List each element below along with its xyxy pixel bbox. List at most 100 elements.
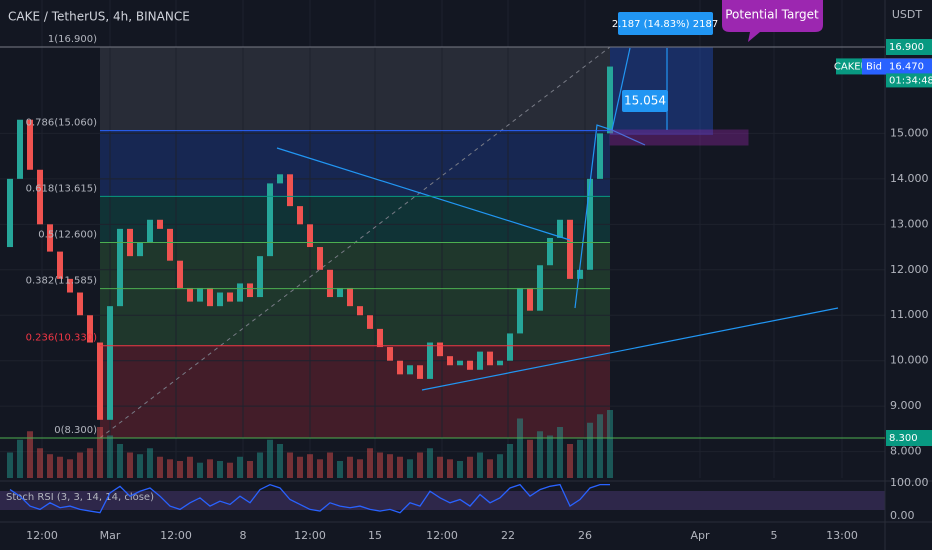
y-tick-label: 12.000 [890, 263, 929, 276]
volume-bar [437, 456, 443, 478]
candle [157, 219, 163, 229]
candle [497, 360, 503, 366]
volume-bar [267, 439, 273, 478]
volume-bar [507, 444, 513, 478]
price-badge [886, 430, 932, 446]
y-tick-label: 8.000 [890, 445, 922, 458]
candle [37, 169, 43, 225]
entry-label-bg [622, 90, 668, 112]
volume-bar [337, 461, 343, 478]
volume-bar [67, 459, 73, 478]
volume-bar [427, 448, 433, 478]
candle [197, 287, 203, 302]
volume-bar [97, 427, 103, 478]
badge-name: CAKEUSDT [834, 61, 889, 72]
candle [597, 133, 603, 179]
x-tick-label: 22 [501, 529, 515, 542]
volume-bar [347, 456, 353, 478]
candle [377, 328, 383, 348]
candle [287, 174, 293, 207]
fib-band [100, 47, 610, 131]
volume-bar [397, 456, 403, 478]
x-tick-label: 26 [578, 529, 592, 542]
candle [517, 287, 523, 334]
candle [257, 256, 263, 298]
volume-bar [447, 459, 453, 478]
volume-bar [417, 452, 423, 478]
volume-bar [27, 431, 33, 478]
candle [417, 365, 423, 379]
candle [87, 315, 93, 343]
volume-bar [567, 444, 573, 478]
volume-bar [57, 456, 63, 478]
fib-label: 0.5(12.600) [38, 230, 97, 241]
candle [57, 251, 63, 279]
candle [147, 219, 153, 243]
rsi-tick-label: 100.00 [890, 476, 929, 489]
price-badge-label: 16.470 [889, 62, 924, 73]
target-bubble [722, 0, 823, 42]
candle [177, 260, 183, 288]
rsi-band [0, 491, 885, 510]
x-tick-label: 13:00 [826, 529, 858, 542]
x-tick-label: 8 [240, 529, 247, 542]
volume-bar [257, 452, 263, 478]
volume-bar [407, 459, 413, 478]
fib-label: 0.382(11.585) [26, 276, 98, 287]
candle [457, 360, 463, 366]
volume-bar [37, 448, 43, 478]
volume-bar [17, 439, 23, 478]
position-label-bg [618, 12, 713, 35]
y-tick-label: 11.000 [890, 308, 929, 321]
volume-bar [327, 452, 333, 478]
candle [237, 283, 243, 302]
volume-bar [247, 461, 253, 478]
candles [7, 66, 613, 420]
currency: USDT [892, 8, 923, 21]
y-tick-label: 13.000 [890, 217, 929, 230]
volume-bar [317, 459, 323, 478]
candle [527, 287, 533, 311]
candle [17, 119, 23, 179]
candle [547, 237, 553, 266]
price-badge [886, 39, 932, 55]
candle [107, 306, 113, 420]
volume-bar [137, 454, 143, 478]
volume-bar [217, 461, 223, 478]
candle [187, 287, 193, 302]
candle [327, 269, 333, 298]
candle [117, 228, 123, 307]
candle [607, 66, 613, 134]
price-badge-label: 16.900 [889, 42, 924, 53]
volume-bar [387, 454, 393, 478]
volume-bar [577, 439, 583, 478]
x-tick-label: 5 [771, 529, 778, 542]
fib-label: 0.236(10.330) [26, 333, 98, 344]
candle [307, 224, 313, 248]
candle [97, 342, 103, 420]
fib-band [100, 288, 610, 346]
candle [227, 292, 233, 302]
volume-bar [277, 444, 283, 478]
fib-bands [0, 0, 885, 478]
volume-bar [167, 459, 173, 478]
candle [277, 174, 283, 184]
x-tick-label: Mar [100, 529, 121, 542]
volume-bar [607, 410, 613, 478]
fib-band [100, 130, 610, 197]
volume-bar [237, 456, 243, 478]
volume-bar [47, 454, 53, 478]
position-label: 2.187 (14.83%) 2187 [612, 19, 718, 30]
candle [567, 219, 573, 279]
volume-bar [127, 452, 133, 478]
volume-bar [547, 435, 553, 478]
indicator-name: Stoch RSI (3, 3, 14, 14, close) [6, 492, 154, 503]
candle [387, 347, 393, 361]
symbol-title: CAKE / TetherUS, 4h, BINANCE [8, 10, 190, 24]
target-label: Potential Target [725, 8, 819, 22]
candle [467, 360, 473, 370]
countdown-bg [886, 73, 932, 88]
badge-name-bg [862, 58, 886, 75]
x-tick-label: 12:00 [160, 529, 192, 542]
